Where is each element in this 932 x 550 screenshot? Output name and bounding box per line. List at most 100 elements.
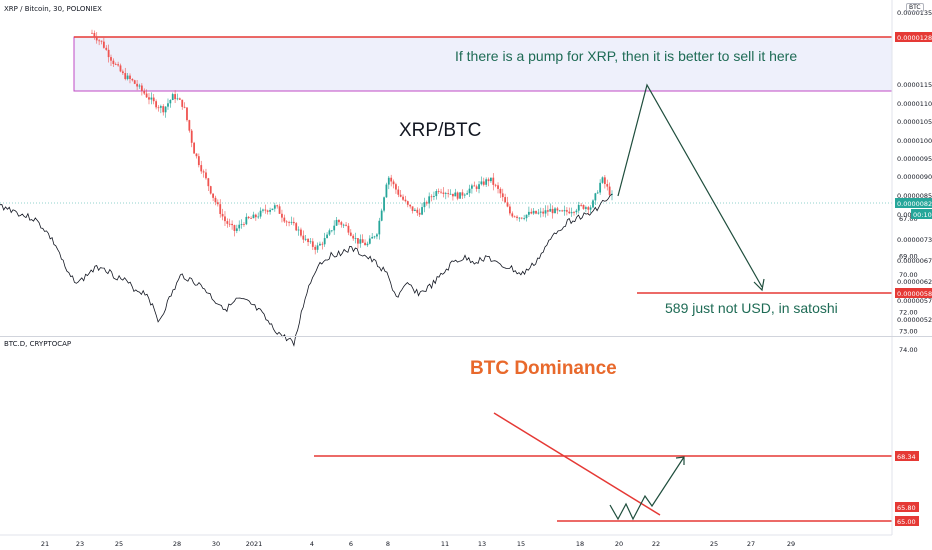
y-tick-label: 73.00 — [899, 327, 918, 335]
bottom-symbol-label: BTC.D, CRYPTOCAP — [4, 340, 72, 348]
candle-body — [91, 32, 93, 34]
candle-body — [433, 196, 435, 197]
pane-divider[interactable] — [0, 336, 932, 337]
btcd-chart-title: BTC Dominance — [470, 358, 617, 379]
candle-body — [181, 99, 184, 107]
candle-body — [292, 221, 295, 224]
x-tick-label: 30 — [212, 540, 220, 548]
candle-body — [490, 177, 492, 182]
candle-body — [233, 225, 236, 231]
candle-body — [544, 210, 547, 214]
candle-body — [93, 32, 96, 37]
candle-body — [390, 177, 393, 182]
candle-body — [361, 239, 364, 243]
candle-body — [257, 216, 260, 218]
candle-body — [269, 209, 271, 212]
candle-body — [338, 219, 340, 223]
candle-body — [124, 73, 127, 80]
candle-body — [525, 214, 528, 219]
candle-body — [582, 204, 585, 209]
candle-body — [592, 200, 594, 208]
candle-body — [487, 179, 490, 182]
arrowhead-btcd — [675, 456, 685, 465]
candle-body — [435, 191, 438, 197]
candle-body — [378, 220, 381, 235]
candle-body — [155, 101, 158, 108]
currency-badge[interactable]: BTC — [906, 3, 924, 12]
candle-body — [102, 41, 105, 48]
candle-body — [326, 234, 328, 239]
candle-body — [126, 75, 129, 80]
x-tick-label: 18 — [576, 540, 584, 548]
y-tick-label: 72.00 — [899, 309, 918, 317]
candle-body — [112, 60, 115, 64]
candle-body — [447, 193, 450, 195]
tag-btcd-current-text: 65.80 — [897, 504, 916, 512]
candle-body — [368, 238, 371, 244]
candle-body — [501, 193, 504, 198]
tag-current: 0.00000829 — [895, 198, 932, 208]
candle-body — [376, 234, 378, 237]
candle-body — [589, 207, 592, 210]
btc-dominance-pane[interactable]: BTC Dominance — [0, 193, 892, 522]
candle-body — [262, 209, 264, 211]
candle-body — [558, 210, 561, 212]
candle-body — [169, 99, 172, 104]
candle-body — [273, 205, 276, 209]
xrp-btc-pane[interactable]: If there is a pump for XRP, then it is b… — [0, 29, 893, 316]
arrowhead-xrp — [753, 278, 765, 292]
candle-body — [216, 202, 219, 205]
candle-body — [219, 204, 222, 214]
candle-body — [561, 210, 564, 212]
candle-body — [492, 177, 495, 185]
candle-body — [281, 213, 283, 218]
candle-body — [580, 204, 583, 206]
candle-body — [399, 194, 402, 197]
x-axis[interactable]: 21 23 25 28 30 2021 4 6 8 11 13 15 18 20 22 25 27 29 — [0, 534, 892, 548]
candle-body — [259, 210, 262, 217]
candle-body — [290, 221, 293, 223]
tag-btcd-support: 68.34 — [895, 451, 919, 461]
candle-body — [235, 228, 238, 231]
candle-body — [397, 189, 400, 195]
candle-body — [304, 238, 307, 240]
candle-body — [601, 177, 604, 183]
candle-body — [176, 98, 179, 100]
candle-body — [252, 214, 255, 219]
candle-body — [100, 40, 103, 42]
candle-body — [444, 193, 447, 194]
candle-body — [335, 219, 338, 226]
candle-body — [497, 185, 499, 189]
candle-body — [366, 243, 369, 246]
candle-body — [193, 142, 196, 154]
candle-body — [392, 181, 395, 185]
x-tick-labels: 21 23 25 28 30 2021 4 6 8 11 13 15 18 20 22 25 27 29 — [41, 540, 795, 548]
candle-body — [551, 208, 554, 214]
candle-body — [425, 202, 428, 204]
candle-body — [110, 57, 112, 61]
candle-body — [506, 202, 509, 207]
x-tick-label: 25 — [115, 540, 123, 548]
candle-body — [95, 36, 98, 41]
forecast-arrow-btcd — [609, 456, 685, 521]
x-tick-label: 23 — [76, 540, 84, 548]
candle-body — [121, 71, 124, 74]
candle-body — [352, 235, 355, 239]
candle-body — [542, 211, 545, 214]
candle-body — [459, 192, 461, 199]
candle-body — [587, 207, 590, 210]
candle-body — [452, 193, 454, 197]
candle-body — [295, 223, 298, 231]
candle-body — [254, 214, 257, 218]
x-tick-label: 8 — [386, 540, 390, 548]
candle-body — [494, 184, 497, 186]
candle-body — [247, 216, 250, 219]
candle-body — [518, 217, 521, 219]
